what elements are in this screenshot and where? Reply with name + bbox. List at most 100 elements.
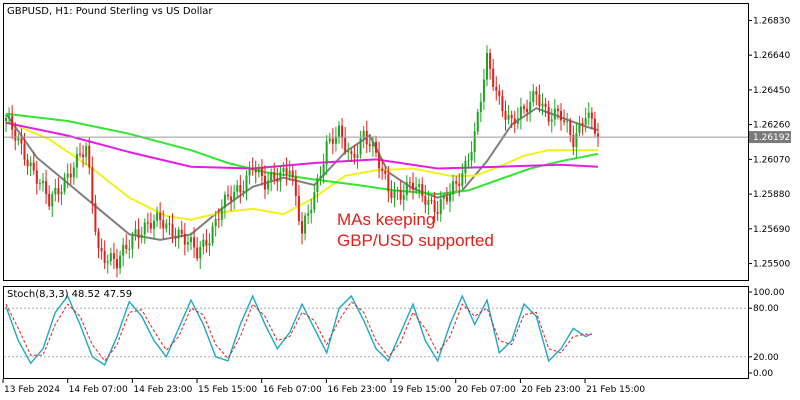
candle-body [319, 175, 322, 179]
candle-body [479, 101, 482, 112]
candle-body [498, 90, 501, 96]
candle-body [17, 138, 20, 141]
candle-body [507, 115, 510, 120]
candle-body [584, 118, 587, 125]
candle-body [553, 108, 556, 120]
candle-body [23, 143, 26, 160]
candle-body [353, 153, 356, 158]
candle-body [350, 151, 353, 154]
candle-body [270, 172, 273, 181]
candle-body [66, 173, 69, 178]
candle-body [134, 229, 137, 236]
candle-body [523, 106, 525, 109]
oscillator-panel[interactable] [3, 286, 749, 379]
stoch-main-line [5, 294, 593, 366]
candle-body [328, 138, 331, 142]
candle-body [186, 242, 189, 245]
candle-body [63, 177, 66, 192]
candle-body [384, 170, 387, 174]
candle-body [183, 233, 186, 245]
candle-body [399, 190, 402, 200]
candle-body [569, 121, 572, 135]
candle-body [538, 94, 541, 107]
candle-body [60, 191, 63, 195]
candle-body [171, 224, 174, 237]
osc-tick-label: 20.00 [753, 353, 779, 363]
candle-body [529, 101, 532, 113]
candle-body [566, 121, 569, 123]
candle-body [495, 86, 498, 91]
time-tick-label: 14 Feb 07:00 [69, 385, 128, 395]
annotation-line-1: MAs keeping [337, 210, 435, 229]
candle-body [501, 95, 504, 112]
candle-body [452, 181, 455, 195]
candle-body [442, 196, 445, 200]
candle-body [535, 91, 538, 95]
candle-body [544, 103, 547, 108]
candle-body [371, 142, 374, 147]
candle-body [54, 188, 57, 195]
candle-body [245, 175, 248, 191]
candle-body [254, 170, 257, 173]
candle-body [405, 182, 408, 196]
candle-body [378, 152, 381, 169]
current-price-tag [749, 131, 791, 144]
candle-body [14, 129, 17, 141]
annotation-line-2: GBP/USD supported [337, 231, 494, 250]
candle-body [122, 244, 125, 256]
time-tick-label: 20 Feb 23:00 [521, 385, 580, 395]
candle-body [344, 137, 347, 152]
candle-body [578, 122, 581, 133]
candle-body [421, 184, 424, 196]
time-tick-label: 21 Feb 15:00 [586, 385, 645, 395]
candle-body [590, 112, 593, 119]
candle-body [94, 202, 97, 232]
candle-body [368, 144, 371, 147]
candle-body [430, 200, 433, 202]
price-tick-label: 1.26830 [753, 16, 790, 26]
candle-body [11, 116, 14, 130]
candle-body [532, 91, 535, 102]
candle-body [436, 211, 439, 214]
candle-body [572, 134, 575, 147]
candle-body [88, 145, 91, 168]
candle-body [20, 138, 23, 144]
time-tick-label: 20 Feb 07:00 [457, 385, 516, 395]
candle-body [492, 68, 495, 87]
candle-body [214, 219, 217, 227]
candle-body [513, 118, 516, 124]
candle-body [45, 180, 48, 194]
candle-body [285, 167, 288, 175]
chart-title: GBPUSD, H1: Pound Sterling vs US Dollar [7, 6, 213, 17]
candle-body [375, 142, 377, 153]
candle-body [217, 219, 220, 221]
candle-body [165, 223, 168, 229]
candle-body [433, 200, 436, 212]
candle-body [461, 173, 464, 186]
candle-body [26, 159, 29, 167]
candle-body [112, 253, 115, 260]
candle-body [322, 164, 325, 176]
candle-body [486, 52, 488, 80]
candle-body [476, 111, 479, 132]
candle-body [282, 167, 285, 172]
main-panel[interactable] [3, 3, 749, 281]
candle-body [168, 223, 171, 225]
candle-body [402, 195, 405, 200]
candle-body [242, 190, 245, 193]
candle-body [338, 125, 340, 137]
price-tick-label: 1.26260 [753, 121, 790, 131]
candle-body [267, 180, 270, 190]
candle-body [82, 154, 85, 157]
price-tick-label: 1.25880 [753, 190, 790, 200]
candle-body [526, 108, 529, 113]
candle-body [230, 196, 233, 201]
candle-body [597, 133, 599, 137]
candle-body [412, 182, 414, 190]
candle-body [489, 52, 492, 69]
candle-body [307, 213, 310, 216]
candle-body [211, 226, 214, 243]
candle-body [455, 181, 458, 184]
candle-body [541, 103, 544, 107]
